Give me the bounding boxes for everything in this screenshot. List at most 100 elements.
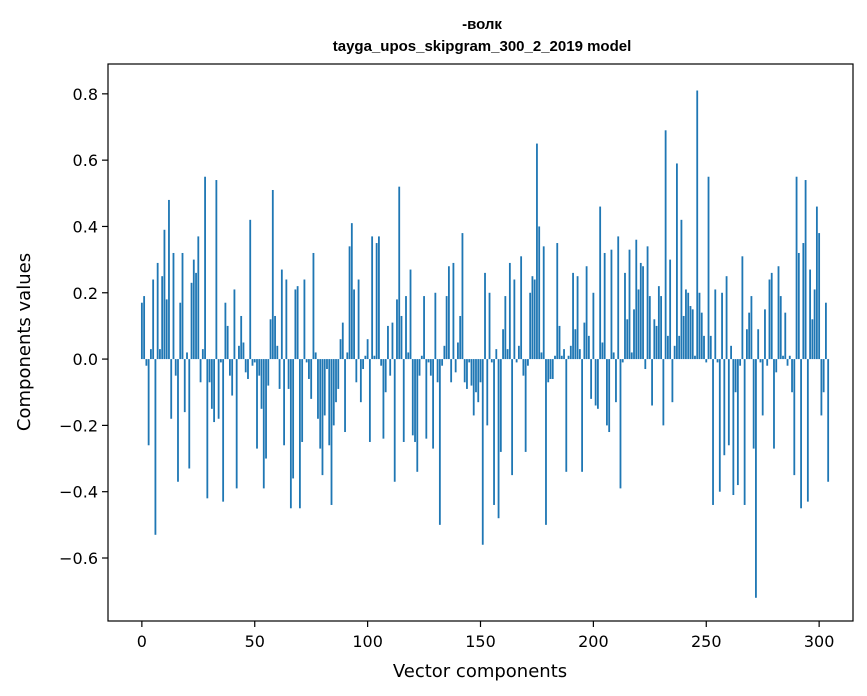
bar-233 xyxy=(666,335,669,360)
bar-75 xyxy=(310,359,313,399)
bar-69 xyxy=(296,286,299,360)
bar-64 xyxy=(285,279,288,360)
bar-176 xyxy=(538,226,541,360)
bar-46 xyxy=(244,359,247,373)
bar-260 xyxy=(727,359,730,446)
bar-57 xyxy=(269,319,272,360)
y-tick-label: 0.0 xyxy=(73,350,98,369)
bar-13 xyxy=(170,359,173,419)
bar-217 xyxy=(630,352,633,360)
bar-213 xyxy=(621,359,624,363)
bar-28 xyxy=(204,176,206,360)
plot-frame xyxy=(107,63,854,622)
bar-284 xyxy=(782,355,784,360)
bar-18 xyxy=(181,252,184,360)
bar-221 xyxy=(639,262,642,360)
bar-11 xyxy=(165,299,168,360)
bar-16 xyxy=(177,359,179,482)
bar-283 xyxy=(779,296,782,360)
bar-199 xyxy=(590,359,593,399)
bar-111 xyxy=(391,322,394,360)
bar-193 xyxy=(576,276,579,360)
bar-128 xyxy=(429,359,432,376)
bar-156 xyxy=(493,359,495,505)
chart-title: -волк xyxy=(462,16,502,33)
bar-235 xyxy=(671,359,674,403)
bar-302 xyxy=(822,359,825,393)
bar-103 xyxy=(373,355,376,360)
bar-271 xyxy=(752,359,755,449)
x-axis-ticks: 0 50 100 150 200 250 300 xyxy=(137,621,835,651)
bar-71 xyxy=(301,359,304,442)
bar-19 xyxy=(183,359,186,413)
bar-88 xyxy=(339,339,342,360)
bar-113 xyxy=(396,299,398,360)
bar-249 xyxy=(703,335,705,360)
bar-198 xyxy=(587,335,590,360)
bar-33 xyxy=(215,180,218,360)
bar-8 xyxy=(159,349,161,360)
bar-276 xyxy=(764,309,766,360)
bar-38 xyxy=(226,325,229,360)
bar-108 xyxy=(384,359,387,393)
bar-35 xyxy=(219,359,222,363)
bar-25 xyxy=(197,236,200,360)
bar-110 xyxy=(389,359,392,376)
bar-20 xyxy=(186,352,188,360)
bar-150 xyxy=(479,359,482,383)
bar-90 xyxy=(344,359,346,433)
bar-171 xyxy=(527,359,529,366)
bar-96 xyxy=(357,279,360,360)
bar-243 xyxy=(689,306,692,360)
bar-1 xyxy=(143,296,146,360)
bar-200 xyxy=(592,292,595,360)
bar-39 xyxy=(229,359,231,376)
bar-226 xyxy=(651,359,653,406)
bar-136 xyxy=(447,266,450,360)
bar-10 xyxy=(163,229,166,360)
bar-61 xyxy=(278,359,281,389)
bar-203 xyxy=(599,206,602,360)
bar-85 xyxy=(332,359,335,426)
bar-78 xyxy=(317,359,319,419)
x-tick-label: 250 xyxy=(691,632,722,651)
bar-131 xyxy=(436,359,439,383)
bar-24 xyxy=(195,272,197,360)
bar-2 xyxy=(145,359,148,366)
bar-259 xyxy=(725,276,728,360)
bar-222 xyxy=(642,266,644,360)
bar-197 xyxy=(585,266,588,360)
bar-262 xyxy=(732,359,735,496)
bar-256 xyxy=(718,359,721,492)
bar-163 xyxy=(508,262,511,360)
bar-201 xyxy=(594,359,597,406)
bar-179 xyxy=(545,359,547,525)
bar-7 xyxy=(156,262,159,360)
bar-293 xyxy=(802,243,805,360)
x-tick-label: 300 xyxy=(804,632,835,651)
bar-215 xyxy=(626,319,629,360)
bar-81 xyxy=(323,359,326,416)
x-tick-label: 50 xyxy=(245,632,265,651)
y-tick-label: 0.6 xyxy=(73,151,98,170)
bar-79 xyxy=(319,359,322,449)
y-tick-label: −0.2 xyxy=(59,416,98,435)
bar-216 xyxy=(628,249,631,360)
bar-106 xyxy=(380,359,383,366)
bar-107 xyxy=(382,359,385,439)
bar-0 xyxy=(140,302,143,360)
bar-67 xyxy=(292,359,295,479)
bar-162 xyxy=(506,349,509,360)
bar-211 xyxy=(617,236,620,360)
bar-112 xyxy=(393,359,396,482)
bar-14 xyxy=(172,252,175,360)
bar-45 xyxy=(242,342,245,360)
bar-168 xyxy=(520,256,523,360)
bar-97 xyxy=(359,359,362,403)
bar-23 xyxy=(192,259,195,360)
bar-257 xyxy=(721,292,723,360)
bar-120 xyxy=(411,359,414,436)
bar-232 xyxy=(664,130,667,360)
bar-105 xyxy=(378,236,380,360)
bar-205 xyxy=(603,252,606,360)
